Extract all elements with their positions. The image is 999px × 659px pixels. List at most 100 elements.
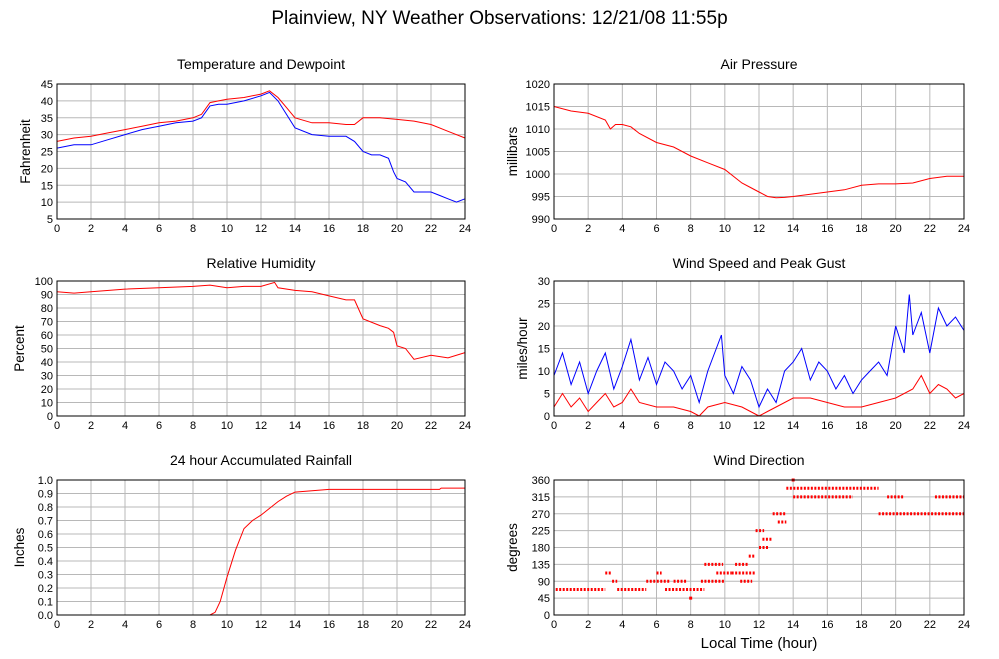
chart-direction: 0 2 4 6 8 10 12 14 16 18 20 22 240459013518022527031…: [505, 452, 970, 631]
y-axis-label-rain: Inches: [12, 527, 27, 567]
x-tick-label: 0: [551, 619, 557, 631]
x-tick-label: 4: [122, 420, 128, 432]
y-tick-label: 0.5: [38, 543, 53, 555]
chart-humidity: 0 2 4 6 8 10 12 14 16 18 20 22 240102030405060708090…: [12, 255, 471, 432]
x-tick-label: 14: [787, 420, 799, 432]
x-tick-label: 8: [688, 420, 694, 432]
x-tick-label: 16: [821, 223, 833, 235]
y-tick-label: 0.1: [38, 597, 53, 609]
y-tick-label: 100: [35, 276, 53, 288]
y-tick-label: 225: [532, 526, 550, 538]
x-tick-label: 0: [551, 223, 557, 235]
y-tick-label: 0.2: [38, 583, 53, 595]
y-tick-label: 0.4: [38, 556, 53, 568]
x-tick-label: 6: [156, 619, 162, 631]
x-tick-label: 2: [88, 223, 94, 235]
x-tick-label: 12: [753, 420, 765, 432]
y-tick-label: 180: [532, 543, 550, 555]
y-tick-label: 1000: [526, 169, 550, 181]
panel-title-humidity: Relative Humidity: [207, 255, 316, 271]
y-tick-label: 45: [41, 79, 53, 91]
y-tick-label: 5: [47, 214, 53, 226]
x-tick-label: 14: [289, 223, 301, 235]
x-tick-label: 0: [54, 223, 60, 235]
x-tick-label: 14: [787, 223, 799, 235]
y-tick-label: 5: [544, 389, 550, 401]
y-tick-label: 40: [41, 96, 53, 108]
y-tick-label: 1020: [526, 79, 550, 91]
direction-point: [689, 596, 693, 600]
x-tick-label: 24: [459, 420, 471, 432]
plot-frame: [56, 479, 466, 616]
y-tick-label: 35: [41, 113, 53, 125]
x-tick-label: 10: [221, 223, 233, 235]
x-tick-label: 4: [619, 420, 625, 432]
x-tick-label: 18: [855, 619, 867, 631]
y-tick-label: 0.7: [38, 516, 53, 528]
x-tick-label: 18: [855, 420, 867, 432]
series-line-temp-1: [56, 91, 466, 203]
series-line-wind-0: [553, 294, 965, 409]
x-tick-label: 12: [255, 223, 267, 235]
chart-temp: 0 2 4 6 8 10 12 14 16 18 20 22 2451015202530354045Te…: [18, 56, 471, 235]
plot-frame: [56, 83, 466, 220]
x-tick-label: 22: [924, 420, 936, 432]
x-tick-label: 10: [719, 619, 731, 631]
y-tick-label: 10: [538, 366, 550, 378]
y-axis-label-wind: miles/hour: [515, 317, 530, 380]
y-tick-label: 30: [41, 371, 53, 383]
y-axis-label-direction: degrees: [505, 523, 520, 572]
x-tick-label: 2: [585, 420, 591, 432]
series-line-wind-1: [553, 374, 965, 417]
y-tick-label: 1015: [526, 102, 550, 114]
x-tick-label: 6: [156, 223, 162, 235]
y-tick-label: 0.3: [38, 570, 53, 582]
x-tick-label: 6: [653, 223, 659, 235]
y-tick-label: 1010: [526, 124, 550, 136]
panel-title-direction: Wind Direction: [713, 452, 804, 468]
series-line-pressure-0: [553, 106, 964, 199]
y-tick-label: 1005: [526, 147, 550, 159]
x-tick-label: 2: [88, 420, 94, 432]
x-tick-label: 18: [357, 619, 369, 631]
y-tick-label: 30: [538, 276, 550, 288]
y-tick-label: 45: [538, 593, 550, 605]
plot-frame: [553, 83, 965, 220]
x-tick-label: 22: [425, 420, 437, 432]
y-tick-label: 80: [41, 303, 53, 315]
x-tick-label: 24: [958, 420, 970, 432]
x-tick-label: 16: [821, 420, 833, 432]
x-tick-label: 18: [357, 420, 369, 432]
x-tick-label: 4: [619, 223, 625, 235]
x-tick-label: 10: [719, 223, 731, 235]
x-tick-label: 6: [653, 619, 659, 631]
y-tick-label: 25: [41, 147, 53, 159]
x-tick-label: 12: [753, 223, 765, 235]
x-tick-label: 8: [190, 223, 196, 235]
chart-rain: 0 2 4 6 8 10 12 14 16 18 20 22 240.00.10.20.30.40.50…: [12, 452, 471, 631]
y-tick-label: 315: [532, 492, 550, 504]
y-tick-label: 0.0: [38, 610, 53, 622]
y-tick-label: 360: [532, 475, 550, 487]
y-tick-label: 0.6: [38, 529, 53, 541]
x-tick-label: 24: [459, 223, 471, 235]
y-tick-label: 50: [41, 344, 53, 356]
x-tick-label: 20: [890, 223, 902, 235]
y-tick-label: 20: [41, 163, 53, 175]
x-tick-label: 8: [688, 619, 694, 631]
x-tick-label: 12: [255, 619, 267, 631]
y-tick-label: 10: [41, 197, 53, 209]
x-tick-label: 10: [719, 420, 731, 432]
x-tick-label: 4: [122, 223, 128, 235]
x-tick-label: 10: [221, 420, 233, 432]
x-tick-label: 24: [958, 619, 970, 631]
main-title: Plainview, NY Weather Observations: 12/2…: [271, 8, 728, 29]
x-tick-label: 16: [821, 619, 833, 631]
y-tick-label: 40: [41, 357, 53, 369]
x-tick-label: 8: [190, 619, 196, 631]
y-tick-label: 15: [538, 344, 550, 356]
x-tick-label: 8: [190, 420, 196, 432]
x-tick-label: 16: [323, 420, 335, 432]
x-tick-label: 0: [551, 420, 557, 432]
x-tick-label: 14: [289, 420, 301, 432]
